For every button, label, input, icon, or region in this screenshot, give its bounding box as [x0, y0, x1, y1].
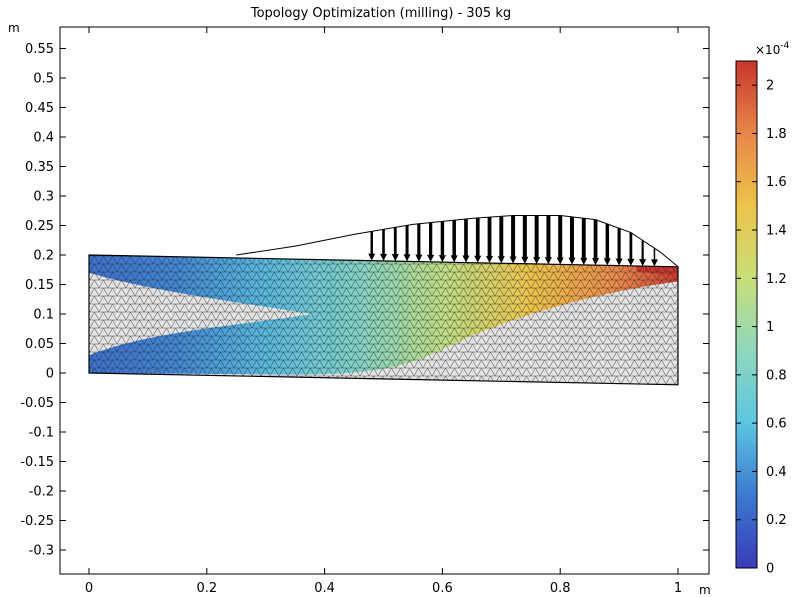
colorbar-tick-label: 1.8 — [766, 127, 787, 142]
load-arrow-head — [462, 255, 470, 263]
colorbar-tick-label: 2 — [766, 79, 774, 94]
load-arrow-head — [544, 257, 552, 265]
load-arrow-head — [615, 258, 623, 266]
colorbar: ×10-4 0 0.2 0.4 0.6 0.8 1 1.2 1.4 1.6 1.8 2 — [735, 41, 790, 577]
colorbar-tick-label: 0.4 — [766, 465, 787, 480]
load-arrow-head — [438, 255, 446, 263]
y-tick-label: 0.45 — [25, 101, 54, 116]
chart-title: Topology Optimization (milling) - 305 kg — [250, 6, 511, 21]
x-tick-label: 0 — [85, 581, 93, 596]
colorbar-tick-label: 0.8 — [766, 368, 787, 383]
beam-outline — [88, 254, 679, 386]
y-tick-label: -0.25 — [20, 514, 54, 529]
load-arrow-head — [580, 257, 588, 265]
y-tick-label: 0.2 — [33, 249, 54, 264]
load-arrow-head — [650, 259, 658, 267]
x-axis: 0 0.2 0.4 0.6 0.8 1 — [85, 27, 682, 596]
y-tick-label: 0.4 — [33, 131, 54, 146]
load-arrow-head — [533, 256, 541, 264]
y-tick-label: -0.15 — [20, 455, 54, 470]
load-arrow-head — [592, 258, 600, 266]
load-arrow-head — [639, 259, 647, 267]
colorbar-tick-label: 1.2 — [766, 272, 787, 287]
x-tick-label: 0.2 — [196, 581, 217, 596]
load-arrow-head — [603, 258, 611, 266]
y-tick-label: -0.3 — [29, 544, 54, 559]
y-tick-label: 0.15 — [25, 278, 54, 293]
colorbar-tick-label: 0.6 — [766, 417, 787, 432]
beam-mesh — [89, 255, 678, 385]
y-tick-label: -0.1 — [29, 426, 54, 441]
load-arrow-head — [556, 257, 564, 265]
beam-layer — [88, 254, 679, 386]
load-arrow-head — [427, 254, 435, 262]
load-arrow-head — [450, 255, 458, 263]
colorbar-tick-label: 1.6 — [766, 175, 787, 190]
load-arrow-head — [415, 254, 423, 262]
y-tick-label: 0.05 — [25, 337, 54, 352]
colorbar-tick-label: 1.4 — [766, 224, 787, 239]
x-axis-label: m — [699, 583, 711, 597]
load-arrow-head — [521, 256, 529, 264]
load-arrow-head — [368, 253, 376, 261]
colorbar-tick-label: 1 — [766, 320, 774, 335]
plot-frame — [59, 26, 710, 575]
load-arrow-head — [391, 254, 399, 262]
x-tick-label: 0.8 — [550, 581, 571, 596]
x-tick-label: 0.6 — [432, 581, 453, 596]
y-tick-label: 0.3 — [33, 190, 54, 205]
load-layer — [236, 214, 679, 268]
colorbar-ticks: 0 0.2 0.4 0.6 0.8 1 1.2 1.4 1.6 1.8 2 — [736, 79, 787, 577]
colorbar-tick-label: 0.2 — [766, 513, 787, 528]
colorbar-tick-label: 0 — [766, 562, 774, 577]
y-tick-label: 0.1 — [33, 308, 54, 323]
load-arrow-head — [474, 255, 482, 263]
load-arrow-head — [486, 256, 494, 264]
y-tick-label: 0 — [46, 367, 54, 382]
load-arrow-head — [380, 253, 387, 261]
y-tick-label: -0.05 — [20, 396, 54, 411]
load-arrow-head — [568, 257, 576, 265]
load-arrow-head — [509, 256, 517, 264]
load-arrow-head — [627, 258, 635, 266]
x-tick-label: 0.4 — [314, 581, 335, 596]
colorbar-bar — [735, 60, 758, 569]
y-tick-label: 0.5 — [33, 72, 54, 87]
y-axis: 0.55 0.5 0.45 0.4 0.35 0.3 0.25 0.2 0.15 0.1 0.05 0… — [20, 42, 709, 559]
load-arrow-head — [497, 256, 505, 264]
y-tick-label: 0.35 — [25, 160, 54, 175]
y-tick-label: -0.2 — [29, 485, 54, 500]
y-axis-label: m — [8, 21, 20, 35]
y-tick-label: 0.55 — [25, 42, 54, 57]
x-tick-label: 1 — [674, 581, 682, 596]
y-tick-label: 0.25 — [25, 219, 54, 234]
load-arrow-head — [403, 254, 411, 262]
colorbar-exponent: ×10-4 — [755, 41, 790, 57]
